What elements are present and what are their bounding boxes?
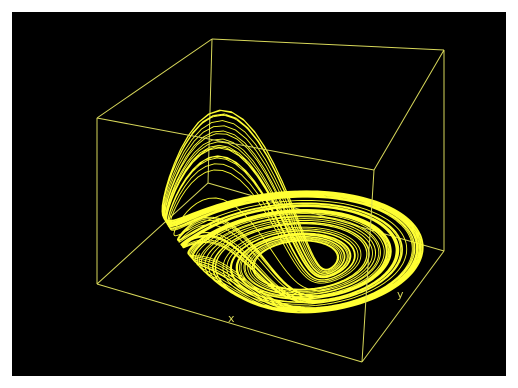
box-edge-bc — [373, 49, 445, 171]
box-edge-dc — [211, 38, 445, 51]
box-edge-he — [96, 182, 209, 285]
3d-viewport[interactable]: x y — [12, 12, 506, 376]
box-edge-fg — [361, 250, 445, 363]
attractor-trajectory — [161, 109, 424, 314]
box-edge-ad — [96, 38, 213, 119]
box-edge-dh — [207, 38, 213, 184]
box-edge-ef — [96, 283, 363, 363]
box-edge-bf — [361, 169, 375, 363]
trajectory-curve — [161, 109, 424, 314]
bounding-box-front — [96, 38, 445, 363]
attractor-scene: x y — [96, 38, 445, 363]
x-axis-label: x — [228, 312, 235, 325]
box-edge-ab — [96, 117, 375, 171]
y-axis-label: y — [397, 288, 404, 301]
